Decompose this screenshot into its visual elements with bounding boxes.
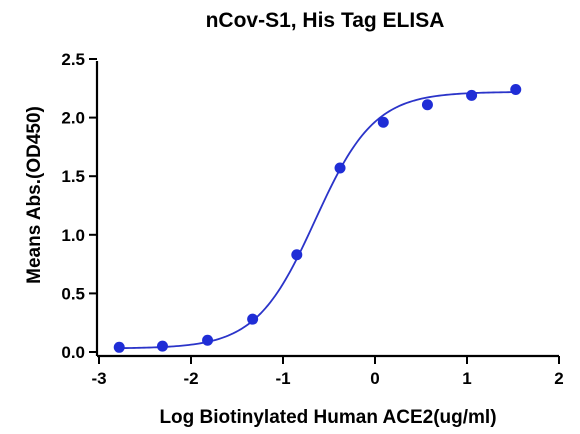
x-tick-label: -3 (91, 369, 106, 388)
y-tick-label: 1.0 (61, 226, 85, 245)
plot-area: 0.0 0.5 1.0 1.5 2.0 2.5 -3 -2 -1 0 1 2 (61, 50, 563, 388)
data-point (510, 83, 522, 95)
data-point (247, 313, 259, 325)
y-axis-label: Means Abs.(OD450) (24, 106, 45, 284)
data-point (113, 341, 125, 353)
x-tick-label: -2 (183, 369, 198, 388)
data-point (421, 99, 433, 111)
data-point (156, 340, 168, 352)
x-tick-label: 2 (554, 369, 563, 388)
x-tick-label: 0 (370, 369, 379, 388)
y-tick-label: 2.5 (61, 50, 85, 69)
y-tick-label: 0.0 (61, 343, 85, 362)
x-tick-label: 1 (462, 369, 471, 388)
x-axis-label: Log Biotinylated Human ACE2(ug/ml) (159, 407, 496, 428)
fit-curve (119, 91, 516, 350)
data-point (291, 249, 303, 261)
x-tick-label: -1 (275, 369, 290, 388)
y-tick-label: 2.0 (61, 109, 85, 128)
y-tick-label: 1.5 (61, 167, 85, 186)
data-point (334, 162, 346, 174)
data-point (202, 334, 214, 346)
chart-title: nCov-S1, His Tag ELISA (206, 9, 445, 32)
y-tick-label: 0.5 (61, 284, 85, 303)
data-point (466, 89, 478, 101)
data-point (377, 116, 389, 128)
